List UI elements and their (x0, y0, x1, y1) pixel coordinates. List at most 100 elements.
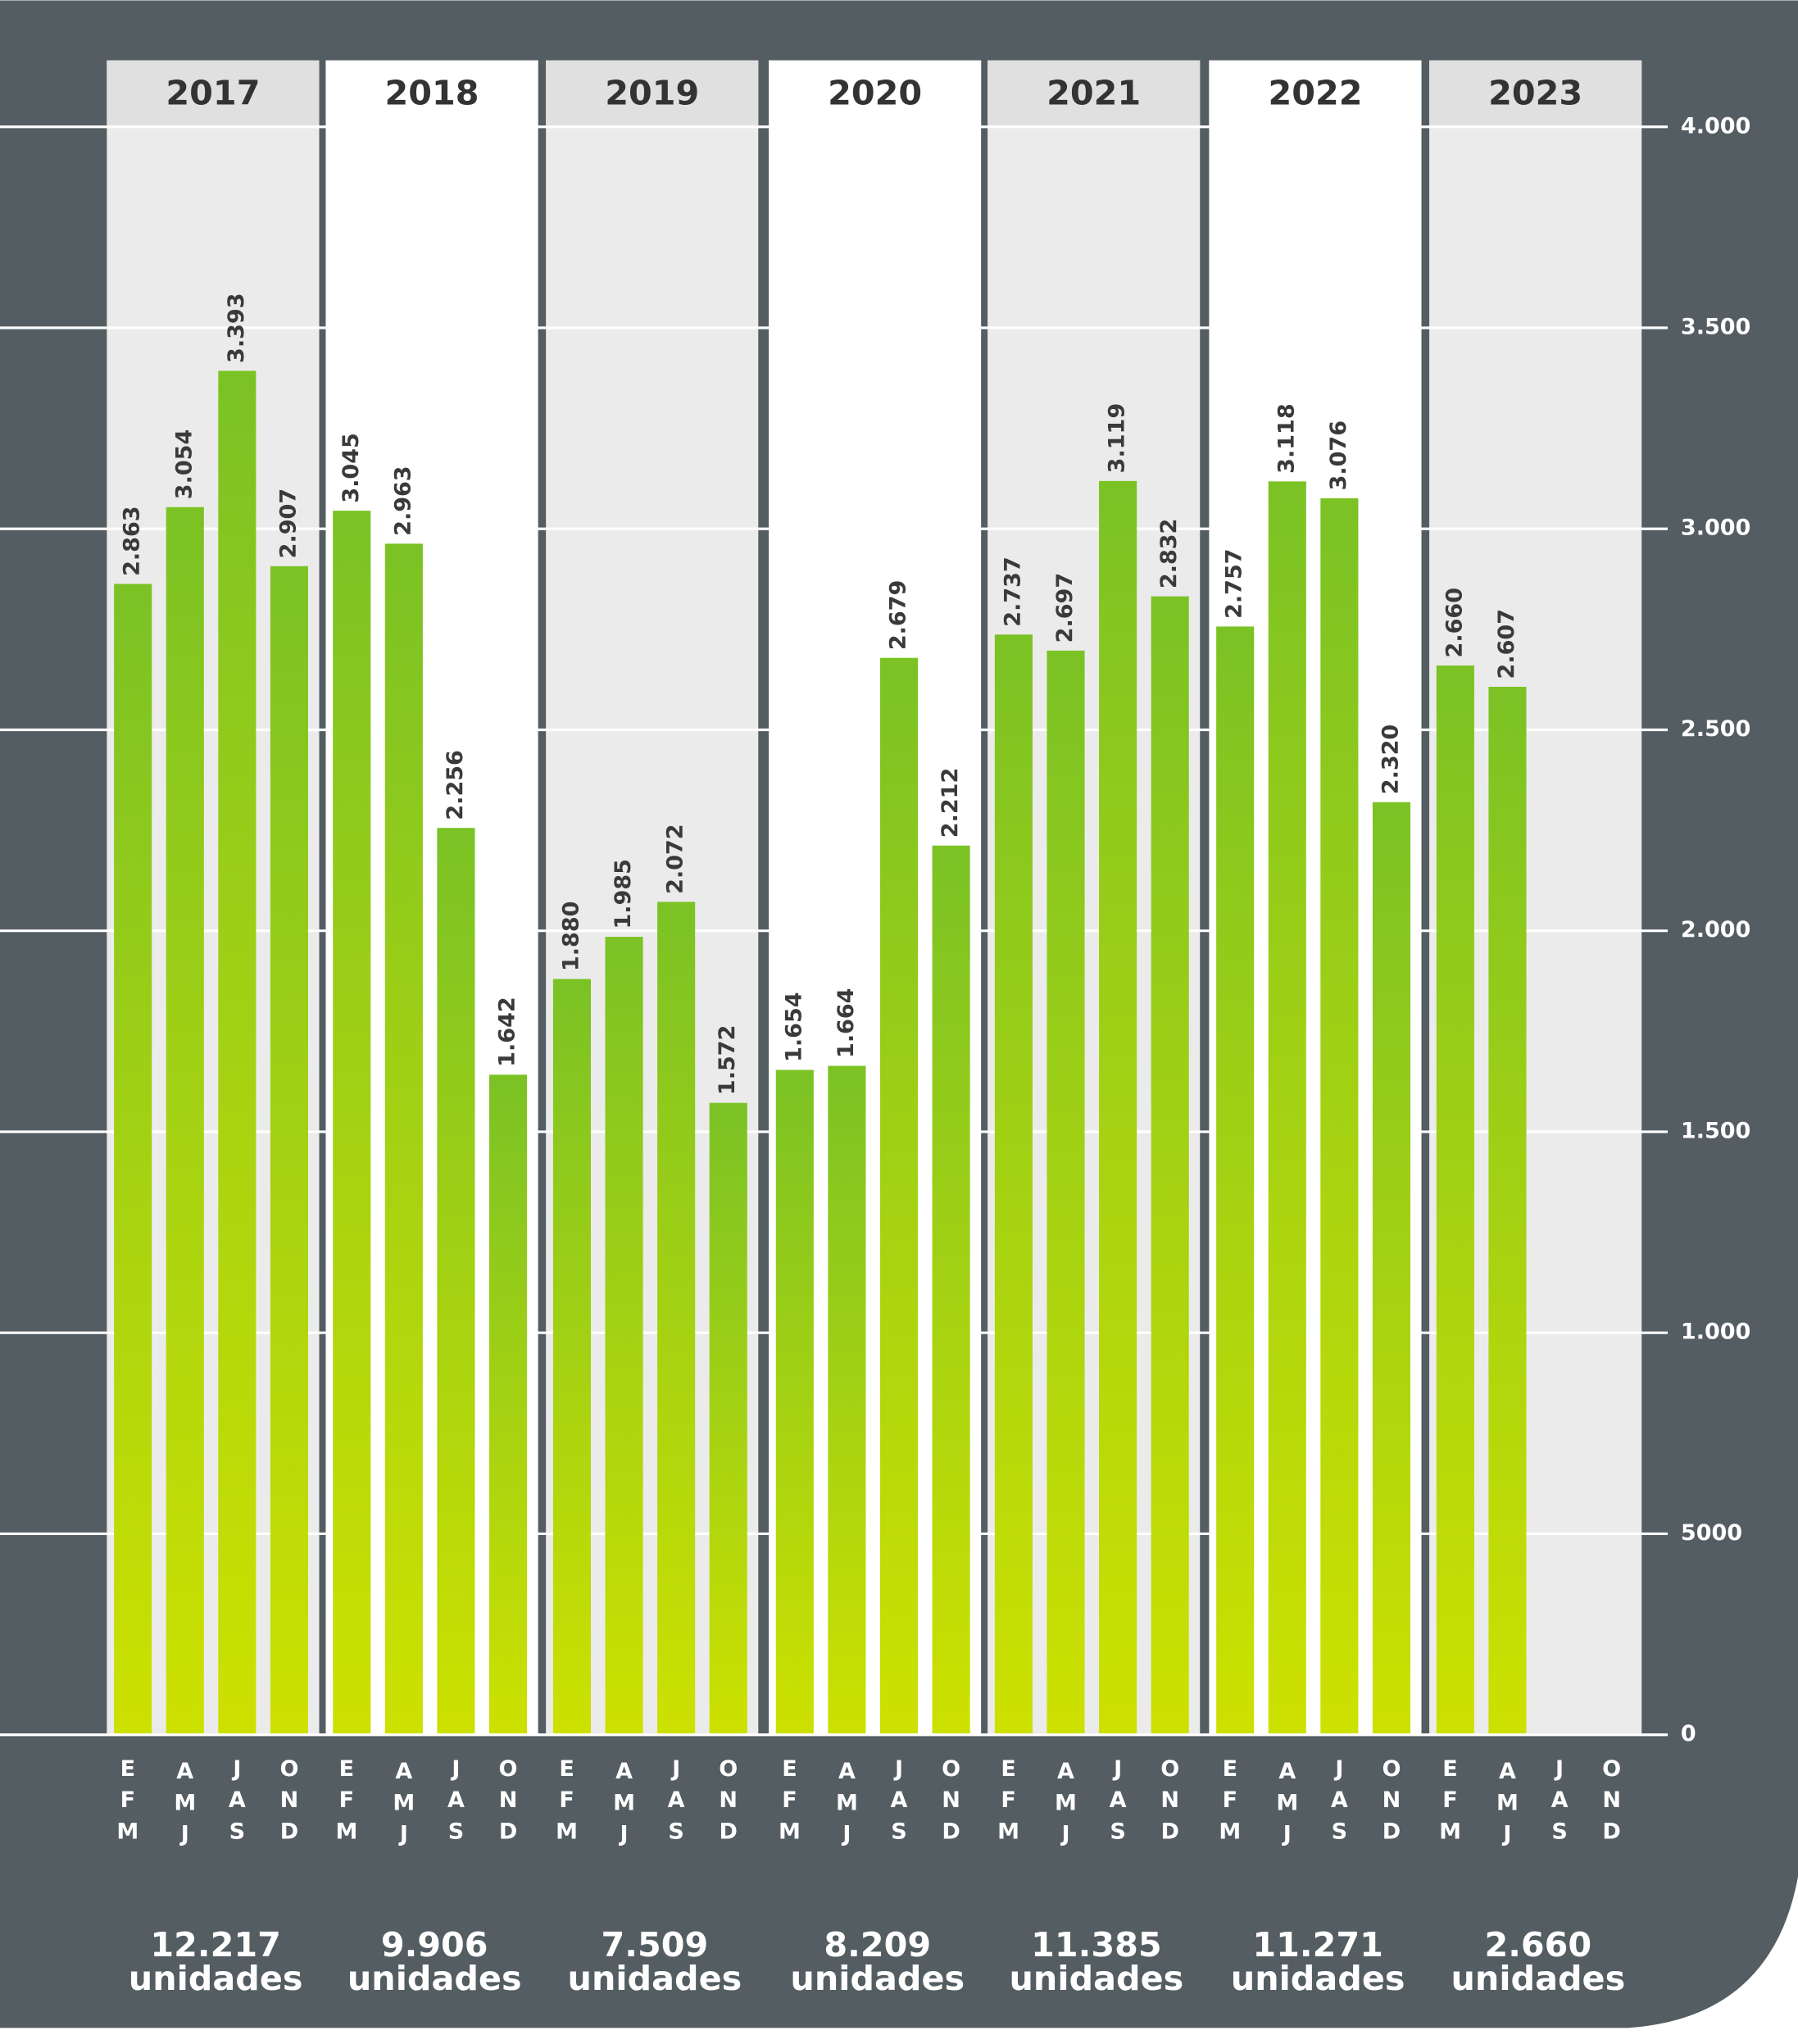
y-tick-label: 1.000 (1681, 1320, 1750, 1345)
x-tick-label: J (1060, 1822, 1069, 1847)
x-tick-label: S (1110, 1819, 1125, 1844)
bar (657, 902, 696, 1735)
value-label: 2.737 (1000, 556, 1025, 626)
x-tick-label: N (1160, 1787, 1179, 1813)
x-tick-label: E (559, 1756, 574, 1782)
x-tick-label: M (174, 1790, 196, 1815)
x-tick-label: F (782, 1787, 797, 1813)
year-header (1209, 60, 1422, 129)
bar (879, 657, 919, 1735)
x-tick-label: D (1383, 1819, 1401, 1844)
x-tick-label: N (280, 1787, 299, 1813)
year-header (1429, 60, 1642, 129)
x-tick-label: J (398, 1822, 408, 1847)
value-label: 3.119 (1105, 403, 1130, 473)
x-tick-label: S (229, 1819, 245, 1844)
value-label: 2.212 (938, 768, 963, 838)
x-tick-label: J (1501, 1822, 1511, 1847)
x-tick-label: J (619, 1822, 629, 1847)
x-tick-label: A (668, 1787, 685, 1813)
x-tick-label: J (670, 1756, 680, 1782)
x-tick-label: O (499, 1756, 518, 1782)
x-tick-label: E (1001, 1756, 1015, 1782)
y-tick-label: 2.000 (1681, 917, 1750, 943)
x-tick-label: J (1554, 1756, 1564, 1782)
value-label: 2.963 (390, 466, 415, 535)
x-tick-label: N (1602, 1787, 1621, 1813)
y-tick-label: 3.500 (1681, 315, 1750, 340)
bar (488, 1074, 528, 1735)
x-tick-label: M (335, 1819, 357, 1844)
value-label: 2.757 (1222, 548, 1247, 618)
bar (1320, 497, 1359, 1735)
x-tick-label: O (942, 1756, 960, 1782)
x-tick-label: S (1332, 1819, 1347, 1844)
bar (114, 584, 152, 1735)
x-tick-label: M (556, 1819, 578, 1844)
x-tick-label: O (1160, 1756, 1179, 1782)
x-tick-label: A (176, 1759, 193, 1784)
x-tick-label: A (1110, 1787, 1127, 1813)
bar (709, 1102, 747, 1735)
x-tick-label: S (668, 1819, 683, 1844)
bar (166, 506, 204, 1735)
value-label: 2.679 (886, 580, 911, 650)
x-tick-label: J (893, 1756, 903, 1782)
x-tick-label: N (942, 1787, 960, 1813)
x-tick-label: E (120, 1756, 135, 1782)
bar (932, 845, 970, 1735)
value-label: 1.985 (611, 859, 636, 929)
x-tick-label: M (1055, 1790, 1077, 1815)
year-header (988, 60, 1201, 129)
value-label: 2.832 (1156, 519, 1182, 588)
bar (605, 937, 643, 1735)
x-tick-label: M (1496, 1790, 1519, 1815)
value-label: 2.660 (1442, 588, 1467, 657)
year-label: 2023 (1488, 74, 1582, 113)
bar (775, 1070, 814, 1735)
x-tick-label: A (229, 1787, 246, 1813)
group-total: 2.660 (1484, 1925, 1591, 1965)
bar (218, 370, 257, 1735)
x-tick-label: A (395, 1759, 412, 1784)
x-tick-label: J (841, 1822, 851, 1847)
value-label: 1.664 (833, 988, 859, 1058)
group-unit: unidades (1231, 1959, 1405, 1998)
y-tick-label: 4.000 (1681, 113, 1750, 139)
x-tick-label: D (720, 1819, 738, 1844)
value-label: 3.393 (224, 293, 249, 362)
year-label: 2018 (385, 74, 479, 113)
group-unit: unidades (568, 1959, 742, 1998)
year-header (107, 60, 320, 129)
bar (1216, 626, 1255, 1735)
x-tick-label: M (116, 1819, 138, 1844)
value-label: 1.880 (558, 902, 583, 971)
group-total: 7.509 (602, 1925, 709, 1965)
x-tick-label: E (782, 1756, 797, 1782)
x-tick-label: M (836, 1790, 858, 1815)
x-tick-label: J (1282, 1822, 1292, 1847)
group-unit: unidades (1451, 1959, 1625, 1998)
value-label: 2.072 (663, 824, 688, 893)
bar (1436, 665, 1474, 1735)
x-tick-label: E (1442, 1756, 1457, 1782)
x-tick-label: S (891, 1819, 906, 1844)
value-label: 1.642 (495, 997, 520, 1066)
group-unit: unidades (790, 1959, 965, 1998)
year-label: 2021 (1047, 74, 1141, 113)
group-total: 11.271 (1252, 1925, 1383, 1965)
x-tick-label: M (393, 1790, 415, 1815)
year-label: 2020 (828, 74, 922, 113)
x-tick-label: A (1057, 1759, 1074, 1784)
group-total: 8.209 (824, 1925, 931, 1965)
year-header (325, 60, 538, 129)
x-tick-label: M (1276, 1790, 1298, 1815)
x-tick-label: D (942, 1819, 960, 1844)
x-tick-label: F (1001, 1787, 1015, 1813)
bar (384, 543, 423, 1735)
group-total: 9.906 (381, 1925, 488, 1965)
value-label: 2.320 (1378, 724, 1403, 794)
bar (552, 979, 591, 1735)
x-tick-label: A (891, 1787, 908, 1813)
